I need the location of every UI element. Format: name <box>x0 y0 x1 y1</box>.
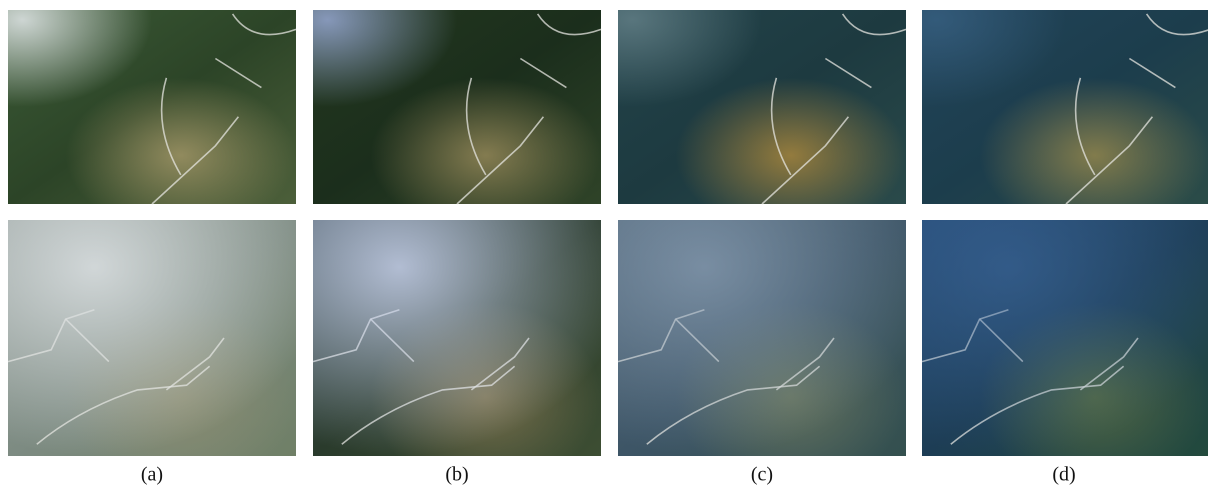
figure: (a) (b) (c) (d) <box>0 0 1208 493</box>
image-grid <box>8 10 1208 456</box>
image-panel <box>618 220 906 456</box>
image-panel <box>8 10 296 204</box>
image-panel <box>8 220 296 456</box>
image-panel <box>922 10 1208 204</box>
image-panel <box>313 10 601 204</box>
caption: (a) <box>141 464 163 486</box>
image-panel <box>922 220 1208 456</box>
caption: (b) <box>445 464 468 486</box>
caption: (d) <box>1052 464 1075 486</box>
captions: (a) (b) (c) (d) <box>141 464 1076 486</box>
image-panel <box>313 220 601 456</box>
caption: (c) <box>751 464 773 486</box>
image-panel <box>618 10 906 204</box>
